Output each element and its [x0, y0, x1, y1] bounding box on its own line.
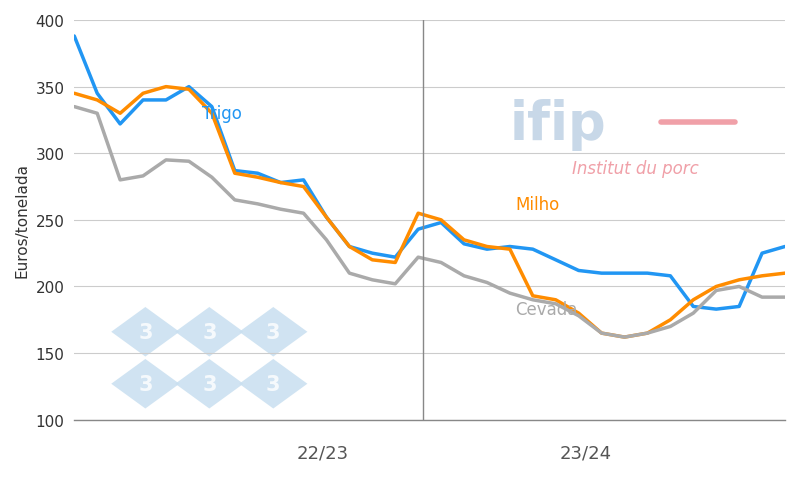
Text: Institut du porc: Institut du porc: [572, 160, 699, 177]
Polygon shape: [111, 359, 179, 409]
Text: ifip: ifip: [509, 99, 606, 151]
Y-axis label: Euros/tonelada: Euros/tonelada: [15, 163, 30, 278]
Text: 3: 3: [202, 322, 217, 342]
Text: 3: 3: [138, 322, 153, 342]
Polygon shape: [239, 308, 307, 357]
Polygon shape: [239, 359, 307, 409]
Text: Trigo: Trigo: [202, 105, 242, 123]
Polygon shape: [111, 308, 179, 357]
Polygon shape: [175, 359, 243, 409]
Text: 3: 3: [138, 374, 153, 394]
Text: 3: 3: [202, 374, 217, 394]
Polygon shape: [175, 308, 243, 357]
Text: 3: 3: [266, 374, 281, 394]
Text: 23/24: 23/24: [560, 444, 612, 462]
Text: Cevada: Cevada: [515, 301, 578, 319]
Text: Milho: Milho: [515, 195, 559, 213]
Text: 3: 3: [266, 322, 281, 342]
Text: 22/23: 22/23: [297, 444, 349, 462]
